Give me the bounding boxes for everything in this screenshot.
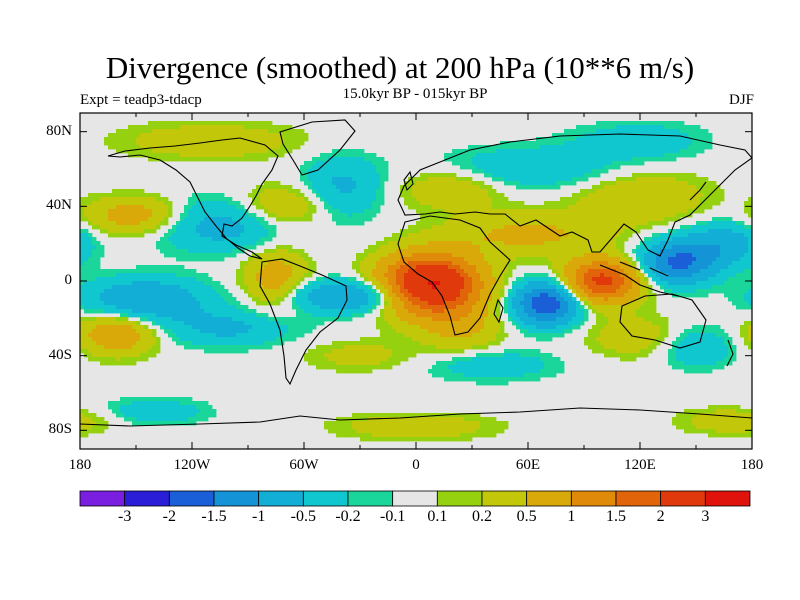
colorbar-level-label: 3 (701, 508, 710, 525)
colorbar-swatch (481, 490, 528, 507)
axis-ticks (79, 113, 753, 449)
colorbar-level-label: -3 (117, 508, 132, 525)
colorbar-swatch (570, 490, 617, 507)
lon-tick-label: 120E (624, 457, 656, 473)
colorbar-swatch (526, 490, 572, 507)
coast-antarctica (80, 407, 752, 427)
lat-tick-label: 80N (46, 122, 72, 139)
lon-tick-label: 60E (515, 457, 541, 473)
colorbar-level-label: -0.5 (290, 508, 316, 525)
colorbar-swatch (302, 490, 349, 507)
lat-tick-label: 0 (64, 272, 73, 288)
lon-tick-label: 180 (740, 457, 764, 473)
colorbar-swatch (704, 490, 751, 507)
coast-japan (689, 181, 707, 201)
colorbar-swatch (79, 490, 126, 507)
coast-uk (403, 170, 414, 192)
colorbar-swatch (615, 490, 662, 507)
coast-south-america (259, 258, 348, 386)
colorbar-swatch (660, 490, 706, 507)
period-subtitle: 15.0kyr BP - 015kyr BP (342, 86, 488, 102)
lon-tick-label: 180 (68, 457, 92, 473)
colorbar-level-label: 1.5 (606, 508, 626, 525)
coast-eurasia (397, 133, 752, 257)
lat-tick-label: 40N (46, 197, 72, 214)
coast-madagascar (493, 298, 504, 324)
colorbar-level-label: 0.2 (472, 508, 492, 525)
colorbar-swatch (124, 490, 170, 507)
colorbar-level-label: -0.2 (335, 508, 361, 525)
map-title: Divergence (smoothed) at 200 hPa (10**6 … (105, 50, 695, 85)
coastlines (80, 119, 752, 427)
coast-north-america (107, 137, 279, 260)
season-label: DJF (728, 92, 754, 108)
colorbar-level-label: 0.5 (516, 508, 537, 525)
colorbar-swatch (392, 490, 438, 507)
coast-maritime-continent (599, 261, 679, 297)
coast-africa (397, 215, 511, 336)
lon-tick-label: 120W (173, 457, 211, 473)
coast-australia (619, 293, 707, 349)
colorbar-swatch (436, 490, 483, 507)
lat-tick-label: 80S (48, 421, 72, 438)
lon-tick-label: 60W (289, 457, 319, 473)
colorbar-swatch (258, 490, 304, 507)
lon-tick-label: 0 (412, 457, 420, 473)
coast-greenland (279, 119, 356, 176)
colorbar-level-label: 0.1 (427, 508, 448, 525)
colorbar-level-label: -1.5 (201, 508, 227, 525)
lat-tick-label: 40S (48, 346, 72, 363)
coast-new-zealand (726, 339, 734, 367)
colorbar-swatch (168, 490, 215, 507)
colorbar-level-label: -0.1 (379, 508, 406, 525)
colorbar (79, 490, 751, 507)
colorbar-level-label: 2 (656, 508, 665, 525)
colorbar-level-label: -1 (251, 508, 266, 525)
experiment-label: Expt = teadp3-tdacp (80, 92, 202, 108)
colorbar-level-label: 1 (567, 508, 576, 525)
colorbar-swatch (347, 490, 394, 507)
colorbar-swatch (213, 490, 260, 507)
colorbar-level-label: -2 (162, 508, 176, 525)
